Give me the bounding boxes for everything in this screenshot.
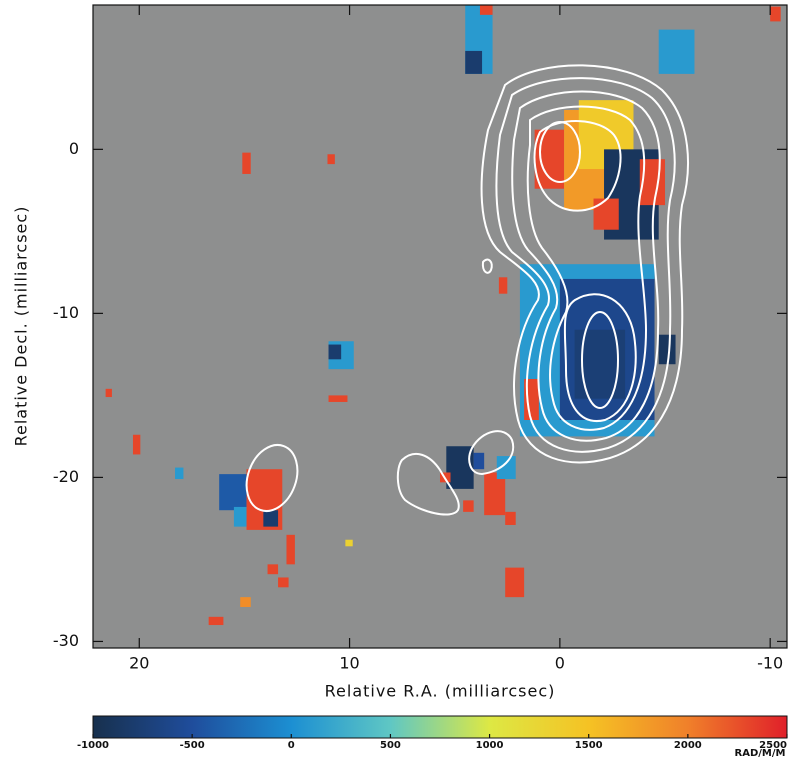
rm-patch xyxy=(505,512,516,525)
y-tick-label: -30 xyxy=(53,631,79,650)
y-axis-label: Relative Decl. (milliarcsec) xyxy=(12,206,31,447)
colorbar-tick-label: 500 xyxy=(380,740,401,751)
x-tick-label: -10 xyxy=(757,654,783,673)
x-axis-label: Relative R.A. (milliarcsec) xyxy=(325,682,556,701)
rm-patch xyxy=(327,154,334,164)
rm-patch xyxy=(234,507,247,527)
rm-patch xyxy=(770,7,781,22)
rm-patch xyxy=(329,395,348,402)
rm-patch xyxy=(474,453,485,469)
x-tick-label: 0 xyxy=(555,654,565,673)
rm-patch xyxy=(465,51,482,74)
rm-patch xyxy=(175,468,183,479)
rm-patch xyxy=(286,535,294,565)
colorbar-tick-label: -500 xyxy=(180,740,205,751)
y-tick-label: -10 xyxy=(53,303,79,322)
rm-patch xyxy=(219,474,246,510)
rm-patch xyxy=(499,277,507,293)
colorbar-tick-label: 2000 xyxy=(674,740,702,751)
rm-patch xyxy=(594,199,619,230)
colorbar-tick-label: 1000 xyxy=(476,740,504,751)
colorbar-tick-label: -1000 xyxy=(77,740,109,751)
rm-patch xyxy=(329,345,342,360)
y-tick-label: 0 xyxy=(69,139,79,158)
rm-patch xyxy=(278,577,289,587)
colorbar-tick-label: 0 xyxy=(288,740,295,751)
rm-patch xyxy=(480,5,493,15)
y-tick-label: -20 xyxy=(53,467,79,486)
colorbar-tick-label: 1500 xyxy=(575,740,603,751)
x-tick-label: 20 xyxy=(129,654,149,673)
rm-patch xyxy=(463,500,474,511)
rm-patch xyxy=(240,597,251,607)
rm-patch xyxy=(505,568,524,598)
rm-patch xyxy=(263,510,278,526)
x-tick-label: 10 xyxy=(339,654,359,673)
rm-patch xyxy=(133,435,140,455)
colorbar-tick-label: 2500 xyxy=(759,740,787,751)
rm-patch xyxy=(242,153,250,174)
chart: 20 10 0 -10 0 -10 -20 -30 Relative R.A. (millia… xyxy=(0,0,798,762)
rm-patch xyxy=(268,564,279,574)
rm-patch xyxy=(106,389,112,397)
rm-patch xyxy=(345,540,352,547)
rm-patch xyxy=(659,30,695,74)
colorbar xyxy=(93,716,787,738)
rm-patch xyxy=(659,335,676,365)
rm-patch xyxy=(209,617,224,625)
